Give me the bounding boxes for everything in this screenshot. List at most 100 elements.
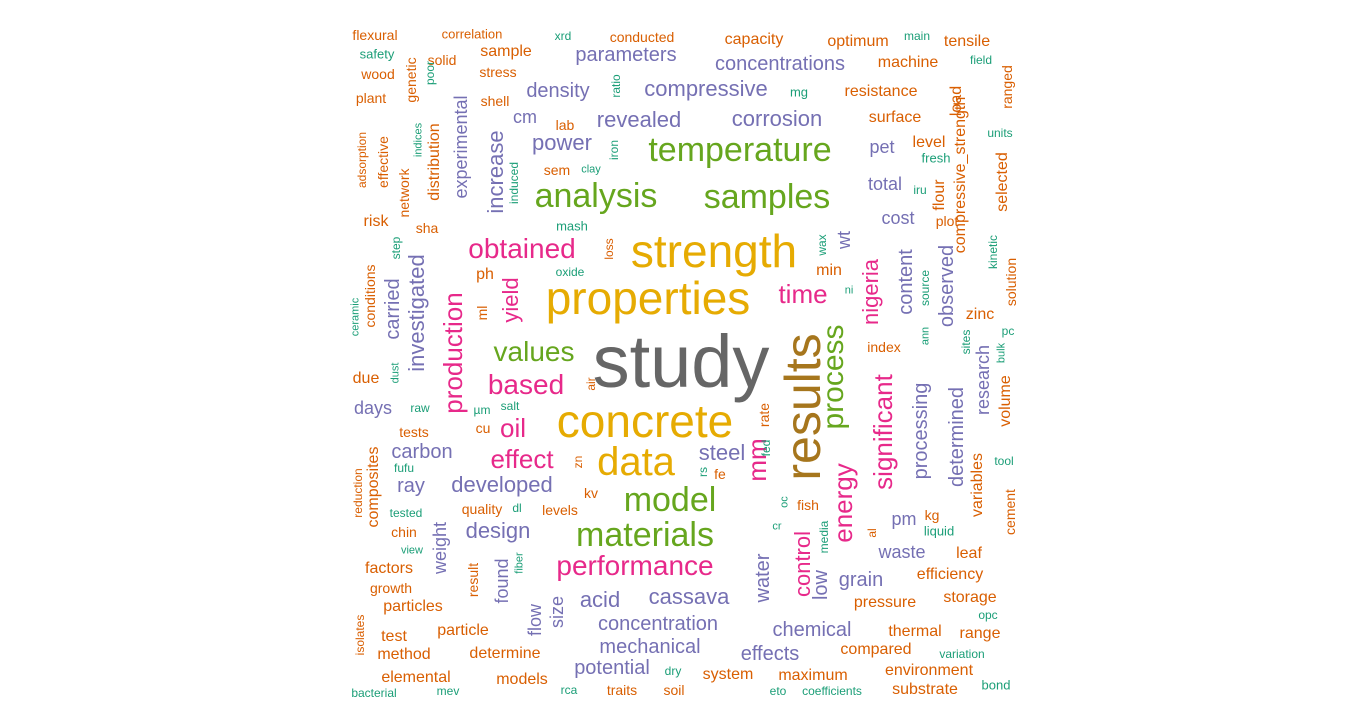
word-selected: selected: [994, 152, 1011, 212]
word-tensile: tensile: [943, 33, 991, 50]
word-steel: steel: [698, 440, 746, 465]
word-process: process: [817, 324, 850, 430]
word-concentration: concentration: [597, 613, 719, 635]
word-chemical: chemical: [772, 619, 852, 641]
word-elemental: elemental: [381, 669, 451, 686]
word-ray: ray: [397, 475, 425, 497]
word-capacity: capacity: [724, 31, 784, 48]
word-time: time: [778, 279, 828, 309]
word-total: total: [867, 174, 903, 194]
word-plot: plot: [935, 213, 959, 229]
word-based: based: [487, 369, 565, 400]
word-model: model: [623, 481, 717, 519]
word-wood: wood: [361, 66, 395, 82]
word-efficiency: efficiency: [916, 566, 984, 583]
word-days: days: [353, 398, 393, 418]
word-experimental: experimental: [451, 95, 471, 199]
word-xrd: xrd: [554, 29, 572, 43]
word-correlation: correlation: [441, 26, 503, 42]
word-substrate: substrate: [892, 681, 958, 698]
word-machine: machine: [877, 54, 939, 71]
word-compared: compared: [840, 641, 912, 658]
word-production: production: [438, 292, 468, 414]
word-tested: tested: [389, 506, 423, 520]
word-pm: pm: [891, 509, 917, 529]
word-grain: grain: [838, 569, 884, 591]
word-analysis: analysis: [534, 177, 658, 215]
word-al: al: [865, 528, 879, 538]
word-low: low: [810, 569, 832, 601]
word-coefficients: coefficients: [802, 684, 862, 698]
word-test: test: [381, 628, 407, 645]
word-genetic: genetic: [403, 57, 419, 103]
word-field: field: [969, 53, 993, 67]
word-carried: carried: [382, 278, 404, 340]
word-properties: properties: [545, 272, 751, 324]
word-shell: shell: [480, 93, 510, 109]
word-materials: materials: [576, 516, 714, 554]
word-induced: induced: [507, 161, 521, 205]
word-strength: strength: [630, 225, 798, 277]
word-ph: ph: [476, 266, 494, 283]
word-fed: fed: [759, 439, 773, 457]
word-leaf: leaf: [956, 545, 982, 562]
word-storage: storage: [943, 589, 997, 606]
word-flow: flow: [525, 603, 545, 637]
word-indices: indices: [412, 122, 425, 158]
word-weight: weight: [430, 521, 450, 575]
word-loss: loss: [602, 238, 616, 260]
word-system: system: [702, 666, 754, 683]
word-lab: lab: [555, 117, 575, 133]
word-effect: effect: [490, 444, 554, 474]
word-significant: significant: [868, 374, 898, 490]
word-raw: raw: [410, 401, 430, 415]
word-yield: yield: [498, 277, 523, 323]
word-isolates: isolates: [353, 614, 367, 656]
word-min: min: [816, 262, 842, 279]
word-performance: performance: [556, 550, 714, 581]
word-cement: cement: [1002, 489, 1018, 535]
word-µm: µm: [473, 403, 491, 417]
word-concrete: concrete: [556, 395, 734, 447]
word-iru: iru: [913, 183, 927, 197]
word-ceramic: ceramic: [349, 297, 362, 337]
word-liquid: liquid: [923, 523, 955, 539]
word-design: design: [465, 518, 531, 543]
word-effects: effects: [740, 643, 800, 665]
word-fresh: fresh: [921, 150, 951, 166]
word-flexural: flexural: [352, 27, 398, 43]
word-rs: rs: [696, 467, 710, 477]
word-level: level: [912, 134, 946, 151]
word-ml: ml: [474, 305, 490, 321]
word-research: research: [973, 344, 993, 416]
word-sites: sites: [959, 329, 973, 355]
word-risk: risk: [363, 213, 389, 230]
word-media: media: [817, 520, 831, 554]
word-data: data: [597, 440, 675, 484]
word-cu: cu: [475, 420, 491, 436]
word-dry: dry: [664, 664, 682, 678]
word-cassava: cassava: [648, 584, 730, 609]
word-density: density: [526, 80, 590, 102]
word-sha: sha: [415, 220, 439, 236]
word-carbon: carbon: [391, 441, 453, 463]
word-mev: mev: [436, 684, 460, 698]
word-reduction: reduction: [351, 468, 365, 518]
word-oc: oc: [778, 496, 791, 508]
word-kinetic: kinetic: [986, 234, 1000, 270]
word-study: study: [592, 320, 770, 403]
word-acid: acid: [579, 587, 621, 612]
word-developed: developed: [451, 472, 553, 497]
word-opc: opc: [978, 608, 998, 622]
word-oxide: oxide: [555, 265, 585, 279]
word-processing: processing: [910, 382, 932, 480]
word-salt: salt: [500, 399, 520, 413]
word-clay: clay: [581, 163, 601, 176]
word-ni: ni: [844, 284, 854, 297]
word-due: due: [352, 370, 380, 387]
word-eto: eto: [769, 684, 787, 698]
word-conditions: conditions: [362, 264, 378, 328]
word-fe: fe: [714, 466, 726, 482]
word-energy: energy: [828, 463, 858, 543]
word-safety: safety: [359, 46, 395, 62]
